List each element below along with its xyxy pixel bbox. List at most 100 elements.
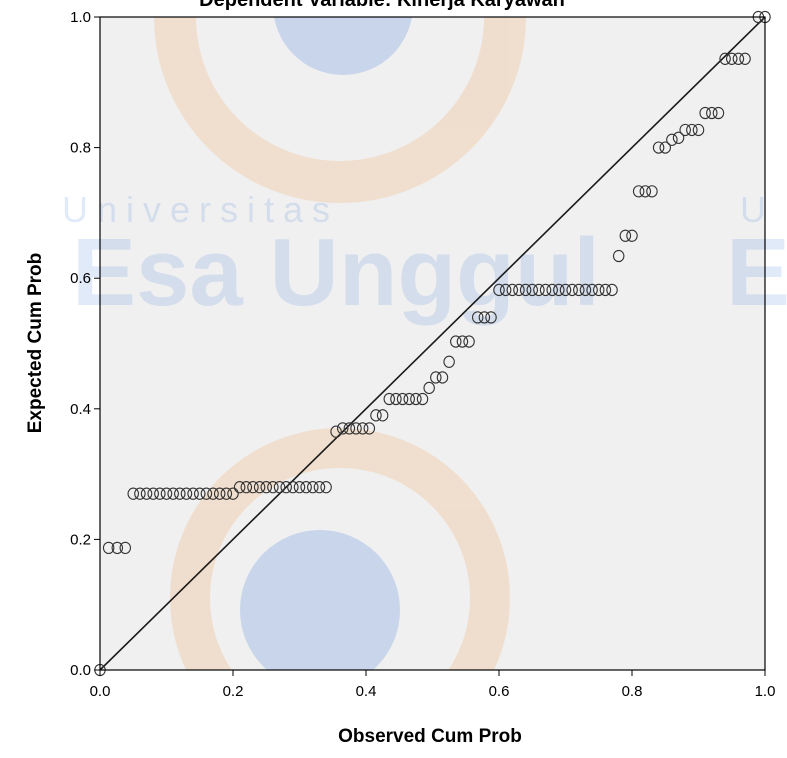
data-point <box>102 541 115 555</box>
data-point <box>253 481 266 494</box>
data-point <box>187 487 199 500</box>
data-point <box>679 123 691 137</box>
data-point <box>519 283 532 297</box>
data-point <box>293 481 306 494</box>
data-point <box>692 123 705 137</box>
data-point <box>478 311 491 324</box>
data-point <box>320 481 332 494</box>
data-point <box>666 133 678 146</box>
x-axis-ticks: 0.0 0.2 0.4 0.6 0.8 1.0 <box>90 670 776 700</box>
watermark-edge-letter: E <box>726 219 787 326</box>
data-point <box>287 481 299 494</box>
data-point <box>526 283 538 297</box>
y-tick-label: 0.6 <box>70 270 91 287</box>
data-point <box>194 487 206 500</box>
data-point <box>119 541 132 555</box>
data-point <box>240 481 253 494</box>
data-point <box>233 481 246 494</box>
watermark-ring-bottom <box>170 428 510 670</box>
data-point <box>586 283 598 297</box>
data-point <box>450 335 462 348</box>
y-tick-label: 1.0 <box>70 9 91 26</box>
data-point <box>513 283 525 297</box>
data-point <box>626 229 638 242</box>
data-point <box>160 487 173 500</box>
data-point <box>174 487 186 500</box>
data-point <box>396 392 409 406</box>
data-point <box>612 249 625 263</box>
plot-border <box>99 16 766 671</box>
data-point <box>260 481 272 494</box>
data-point <box>273 481 286 494</box>
data-point <box>646 185 658 198</box>
data-point <box>739 52 751 65</box>
data-point <box>247 481 259 494</box>
data-point <box>430 371 442 384</box>
data-point <box>180 487 193 500</box>
x-tick-label: 0.2 <box>223 683 244 700</box>
watermark-line1: Universitas <box>62 189 339 230</box>
data-point <box>463 335 475 348</box>
data-point <box>699 106 711 120</box>
data-point <box>200 487 213 500</box>
data-point <box>154 487 166 500</box>
data-point <box>383 392 396 406</box>
data-point <box>403 392 415 406</box>
data-point <box>471 311 484 324</box>
data-point <box>227 487 239 500</box>
data-point <box>416 392 429 406</box>
data-point <box>370 409 382 422</box>
data-point <box>376 409 389 422</box>
data-point <box>207 487 219 500</box>
data-point <box>566 283 578 297</box>
data-point <box>343 422 356 435</box>
data-point <box>539 283 552 297</box>
data-point <box>485 311 497 324</box>
data-point <box>443 355 455 368</box>
x-tick-label: 0.0 <box>90 683 111 700</box>
data-point <box>499 283 512 297</box>
data-point <box>267 481 279 494</box>
data-point <box>719 52 731 65</box>
data-point <box>147 487 159 500</box>
x-axis-label: Observed Cum Prob <box>338 726 522 747</box>
data-point <box>300 481 312 494</box>
x-tick-label: 1.0 <box>755 683 776 700</box>
data-point <box>493 283 505 297</box>
watermark-circle-top <box>274 17 412 75</box>
y-axis-label: Expected Cum Prob <box>25 253 46 434</box>
data-point <box>533 283 545 297</box>
data-point <box>632 185 645 198</box>
data-point <box>140 487 153 500</box>
y-tick-label: 0.0 <box>70 662 91 679</box>
y-axis-ticks: 0.0 0.2 0.4 0.6 0.8 1.0 <box>70 9 100 679</box>
data-point <box>546 283 558 297</box>
x-tick-label: 0.6 <box>489 683 510 700</box>
y-tick-label: 0.4 <box>70 401 91 418</box>
watermark-edge-letter-small: U <box>740 189 766 230</box>
data-point <box>280 481 292 494</box>
data-point <box>619 229 632 242</box>
x-tick-label: 0.4 <box>356 683 377 700</box>
data-point <box>506 283 519 297</box>
data-point <box>706 106 718 120</box>
watermark-arc-top <box>154 17 526 203</box>
university-watermark-text: Universitas Esa Unggul E U <box>62 189 787 326</box>
data-point <box>639 185 652 198</box>
data-point <box>573 283 585 297</box>
y-tick-label: 0.8 <box>70 140 91 157</box>
data-point <box>213 487 226 500</box>
data-point <box>167 487 179 500</box>
data-point <box>423 381 435 395</box>
data-point <box>134 487 146 500</box>
data-point <box>686 123 698 137</box>
data-point <box>592 283 605 297</box>
data-point <box>599 283 612 297</box>
data-point <box>456 335 469 348</box>
watermark-circle-bottom <box>240 530 400 670</box>
data-point <box>732 52 745 65</box>
data-point <box>330 425 342 438</box>
data-point <box>606 283 618 297</box>
data-point <box>579 283 592 297</box>
